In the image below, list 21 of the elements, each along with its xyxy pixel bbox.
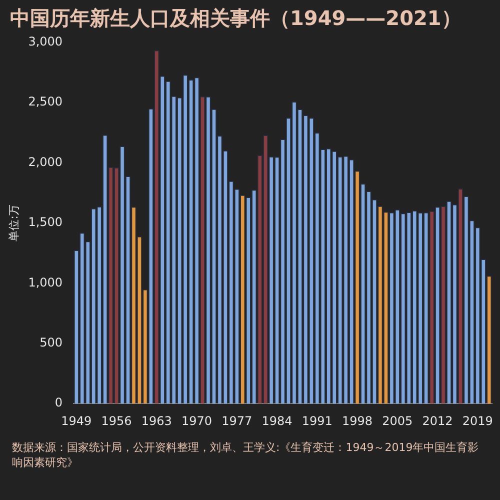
x-tick-label: 1977 xyxy=(222,414,252,428)
y-tick-label: 1,000 xyxy=(28,275,63,290)
x-tick-label: 2012 xyxy=(422,414,453,428)
y-axis-title: 单位:万 xyxy=(7,204,20,242)
x-tick-label: 1963 xyxy=(141,414,172,428)
x-tick-label: 2005 xyxy=(382,414,413,428)
y-tick-label: 2,000 xyxy=(28,154,63,169)
y-tick-label: 500 xyxy=(40,335,63,350)
chart-title: 中国历年新生人口及相关事件（1949——2021） xyxy=(9,5,462,32)
x-tick-label: 1998 xyxy=(342,414,373,428)
x-tick-label: 1949 xyxy=(61,414,92,428)
x-tick-label: 1991 xyxy=(302,414,332,428)
x-tick-label: 1956 xyxy=(101,414,132,428)
x-tick-label: 1970 xyxy=(182,414,212,428)
y-tick-label: 2,500 xyxy=(28,94,63,109)
source-note: 数据来源：国家统计局，公开资料整理，刘卓、王学义:《生育变迁：1949～2019年中国生育影响因素研究》 xyxy=(11,440,480,470)
y-tick-label: 3,000 xyxy=(28,34,63,48)
x-tick-label: 1984 xyxy=(262,414,292,428)
y-tick-label: 1,500 xyxy=(28,215,63,230)
y-tick-label: 0 xyxy=(54,396,63,410)
x-tick-label: 2019 xyxy=(462,414,493,428)
